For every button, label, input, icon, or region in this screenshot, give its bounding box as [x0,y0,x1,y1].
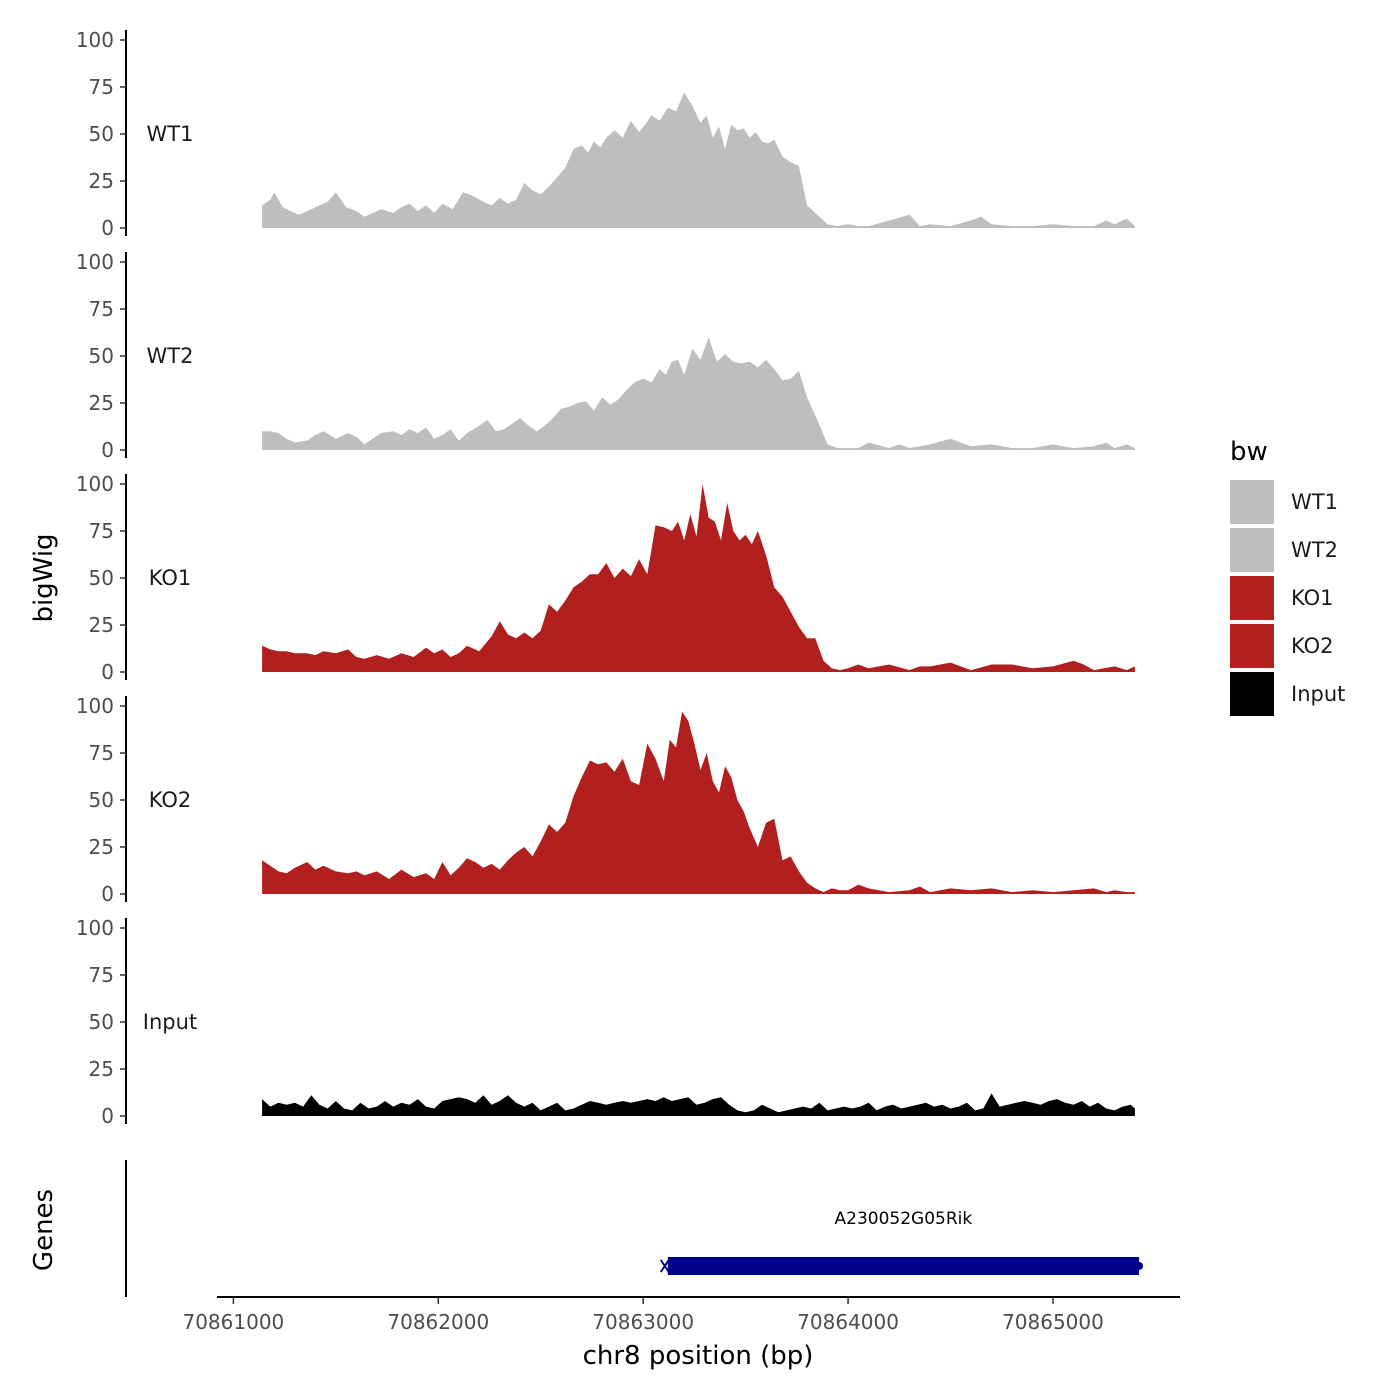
legend: bw WT1 WT2 KO1 KO2 Input [1230,437,1345,716]
signal-area-ko1 [262,484,1135,672]
legend-label: KO1 [1291,586,1334,610]
track-label-wt1: WT1 [147,122,194,146]
y-tick-label: 75 [89,963,114,987]
y-tick-label: 50 [89,788,114,812]
y-tick-label: 75 [89,519,114,543]
legend-label: KO2 [1291,634,1334,658]
legend-swatch [1230,672,1274,716]
x-tick-label: 70863000 [592,1310,694,1334]
track-ko2: 0 25 50 75 100 KO2 [76,694,1135,906]
signal-tracks: 0255075100WT10255075100WT20255075100KO10… [76,28,1135,1128]
y-tick-label: 100 [76,694,114,718]
y-tick-label: 75 [89,297,114,321]
y-tick-label: 75 [89,75,114,99]
y-tick-label: 100 [76,28,114,52]
y-tick-label: 50 [89,344,114,368]
y-tick-label: 0 [101,216,114,240]
track-ko1: 0 25 50 75 100 KO1 [76,472,1135,684]
legend-label: Input [1291,682,1345,706]
legend-item-wt2: WT2 [1230,528,1338,572]
signal-area-input [262,1093,1135,1116]
legend-label: WT2 [1291,538,1338,562]
y-tick-label: 75 [89,741,114,765]
legend-item-input: Input [1230,672,1345,716]
track-label-input: Input [143,1010,197,1034]
legend-item-ko2: KO2 [1230,624,1334,668]
y-tick-label: 25 [89,169,114,193]
signal-area-wt1 [262,92,1135,228]
track-wt1: 0 25 50 75 100 WT1 [76,28,1135,240]
legend-swatch [1230,528,1274,572]
y-tick-label: 0 [101,1104,114,1128]
y-axis-title: bigWig [29,533,59,622]
y-tick-label: 0 [101,438,114,462]
gene-end-mark [1135,1262,1144,1270]
x-axis-title: chr8 position (bp) [583,1341,814,1371]
track-input: 0 25 50 75 100 Input [76,916,1135,1128]
y-tick-label: 50 [89,566,114,590]
legend-title: bw [1230,437,1268,467]
y-tick-label: 100 [76,472,114,496]
legend-item-wt1: WT1 [1230,480,1338,524]
legend-swatch [1230,624,1274,668]
y-tick-label: 0 [101,882,114,906]
y-tick-label: 25 [89,613,114,637]
legend-swatch [1230,480,1274,524]
y-tick-label: 25 [89,1057,114,1081]
gene-body [667,1257,1140,1275]
signal-area-wt2 [262,337,1135,450]
y-tick-label: 100 [76,916,114,940]
signal-area-ko2 [262,711,1135,894]
track-label-ko2: KO2 [149,788,192,812]
y-tick-label: 25 [89,835,114,859]
y-tick-label: 0 [101,660,114,684]
gene-label: A230052G05Rik [835,1209,973,1229]
track-label-ko1: KO1 [149,566,192,590]
y-tick-label: 100 [76,250,114,274]
gene-start-mark [659,1259,670,1273]
y-tick-label: 25 [89,391,114,415]
y-tick-label: 50 [89,122,114,146]
x-tick-label: 70862000 [387,1310,489,1334]
gene-a230052g05rik: A230052G05Rik [659,1209,1144,1275]
legend-swatch [1230,576,1274,620]
x-tick-label: 70861000 [182,1310,284,1334]
legend-label: WT1 [1291,490,1338,514]
genes-panel: A230052G05Rik [125,1160,1144,1297]
x-tick-label: 70865000 [1002,1310,1104,1334]
x-tick-label: 70864000 [797,1310,899,1334]
track-wt2: 0 25 50 75 100 WT2 [76,250,1135,462]
x-axis: 70861000 70862000 70863000 70864000 70865000 [182,1296,1180,1334]
track-label-wt2: WT2 [147,344,194,368]
legend-item-ko1: KO1 [1230,576,1334,620]
y-tick-label: 50 [89,1010,114,1034]
genes-axis-title: Genes [29,1189,59,1271]
